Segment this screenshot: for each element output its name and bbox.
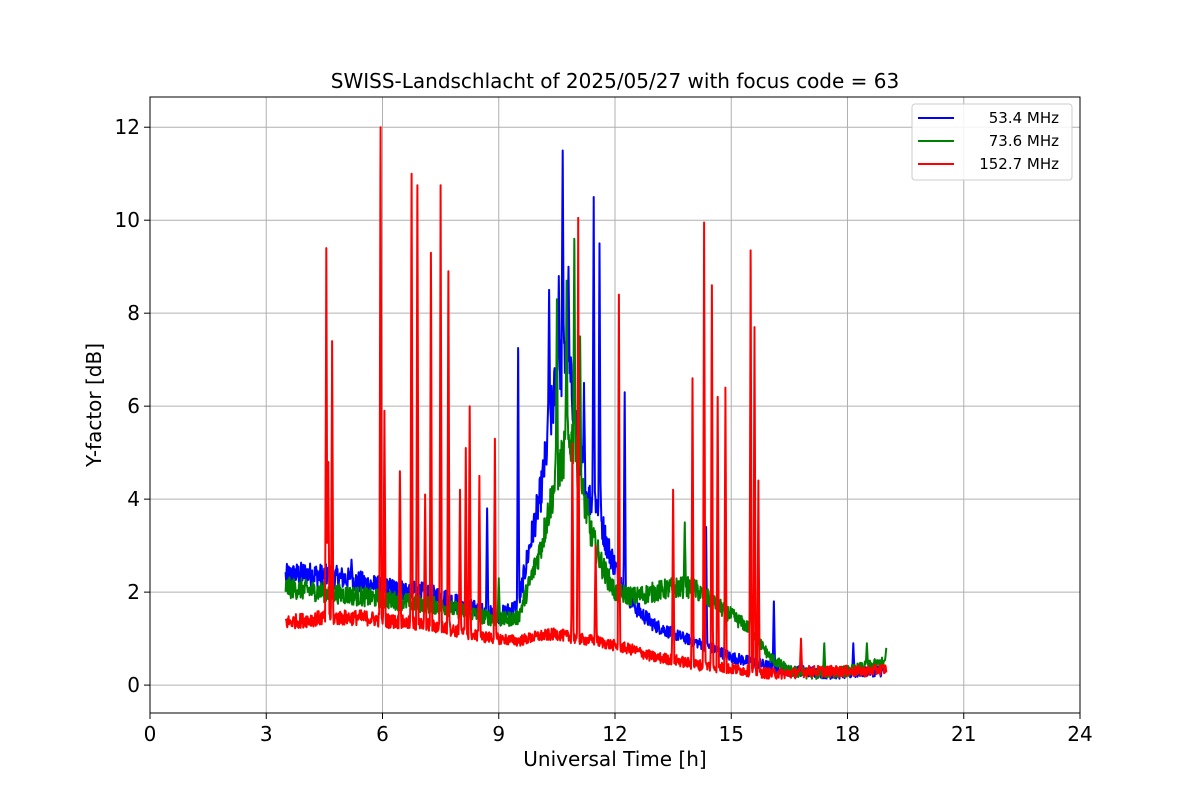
y-tick-label: 10 bbox=[115, 208, 140, 232]
series-line-3 bbox=[284, 126, 888, 680]
legend-label-1: 53.4 MHz bbox=[989, 109, 1059, 127]
series-layer bbox=[284, 126, 888, 680]
legend-label-3: 152.7 MHz bbox=[979, 155, 1059, 173]
y-tick-label: 0 bbox=[127, 673, 140, 697]
y-tick-label: 2 bbox=[127, 580, 140, 604]
legend-box bbox=[911, 103, 1073, 181]
x-tick-label: 21 bbox=[951, 722, 976, 746]
y-tick-label: 4 bbox=[127, 487, 140, 511]
y-tick-label: 6 bbox=[127, 394, 140, 418]
legend: 53.4 MHz 73.6 MHz 152.7 MHz bbox=[911, 103, 1073, 181]
x-tick-label: 18 bbox=[835, 722, 860, 746]
x-tick-label: 3 bbox=[260, 722, 273, 746]
legend-label-2: 73.6 MHz bbox=[989, 132, 1059, 150]
x-tick-label: 0 bbox=[144, 722, 157, 746]
x-tick-label: 6 bbox=[376, 722, 389, 746]
y-axis-label: Y-factor [dB] bbox=[82, 343, 106, 468]
x-tick-label: 24 bbox=[1067, 722, 1092, 746]
x-tick-label: 15 bbox=[719, 722, 744, 746]
x-tick-label: 12 bbox=[602, 722, 627, 746]
x-axis-label: Universal Time [h] bbox=[523, 747, 706, 771]
y-tick-label: 8 bbox=[127, 301, 140, 325]
chart-title: SWISS-Landschlacht of 2025/05/27 with fo… bbox=[331, 69, 899, 93]
y-tick-label: 12 bbox=[115, 115, 140, 139]
x-tick-label: 9 bbox=[492, 722, 505, 746]
